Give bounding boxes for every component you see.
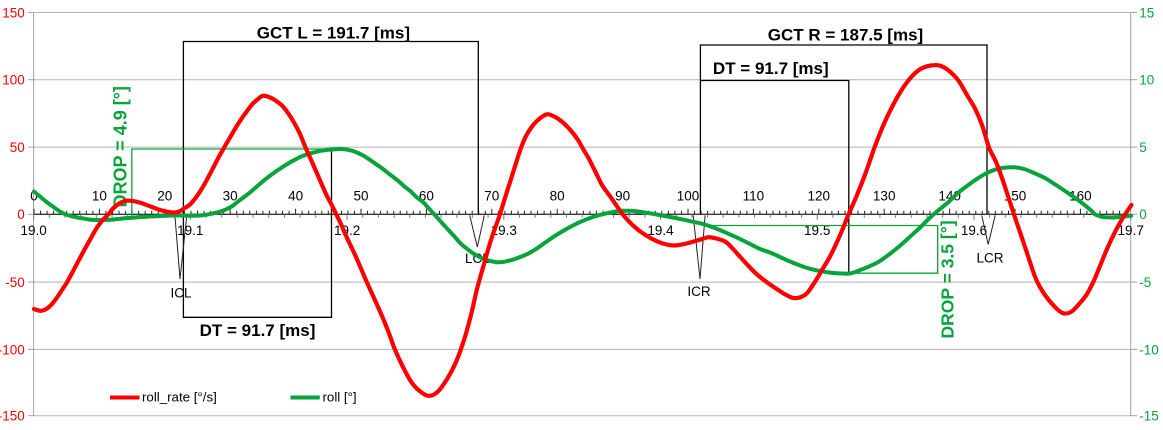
svg-text:DT = 91.7 [ms]: DT = 91.7 [ms] <box>713 59 829 78</box>
svg-text:100: 100 <box>677 188 700 203</box>
svg-text:150: 150 <box>2 5 25 20</box>
svg-text:DT = 91.7 [ms]: DT = 91.7 [ms] <box>200 321 316 340</box>
svg-text:130: 130 <box>873 188 896 203</box>
svg-text:100: 100 <box>2 73 25 88</box>
svg-text:120: 120 <box>808 188 831 203</box>
svg-text:90: 90 <box>615 188 630 203</box>
svg-text:20: 20 <box>157 188 172 203</box>
svg-text:-150: -150 <box>0 409 25 424</box>
svg-text:DROP = 3.5 [°]: DROP = 3.5 [°] <box>938 220 958 338</box>
svg-text:0: 0 <box>17 207 25 222</box>
svg-text:50: 50 <box>10 140 25 155</box>
svg-text:-100: -100 <box>0 342 25 357</box>
svg-text:DROP = 4.9 [°]: DROP = 4.9 [°] <box>110 86 130 207</box>
svg-text:5: 5 <box>1139 140 1147 155</box>
svg-text:110: 110 <box>743 188 765 203</box>
svg-text:19.4: 19.4 <box>647 223 674 238</box>
svg-text:-10: -10 <box>1139 342 1159 357</box>
svg-text:70: 70 <box>484 188 499 203</box>
svg-text:140: 140 <box>938 188 961 203</box>
svg-text:15: 15 <box>1139 5 1154 20</box>
svg-text:0: 0 <box>1139 207 1147 222</box>
svg-text:GCT R = 187.5 [ms]: GCT R = 187.5 [ms] <box>768 25 923 44</box>
svg-text:50: 50 <box>353 188 368 203</box>
svg-text:10: 10 <box>1139 73 1154 88</box>
svg-text:30: 30 <box>223 188 238 203</box>
svg-text:-15: -15 <box>1139 409 1159 424</box>
svg-text:roll_rate [°/s]: roll_rate [°/s] <box>142 390 217 405</box>
svg-text:GCT L = 191.7 [ms]: GCT L = 191.7 [ms] <box>257 24 410 43</box>
svg-text:LCR: LCR <box>976 251 1003 266</box>
svg-text:19.0: 19.0 <box>20 223 46 238</box>
svg-text:ICR: ICR <box>687 284 711 299</box>
svg-text:10: 10 <box>92 188 107 203</box>
svg-text:40: 40 <box>288 188 303 203</box>
svg-text:0: 0 <box>30 188 38 203</box>
svg-text:19.6: 19.6 <box>961 223 987 238</box>
svg-text:19.7: 19.7 <box>1118 223 1144 238</box>
svg-text:roll [°]: roll [°] <box>323 390 357 405</box>
svg-text:19.1: 19.1 <box>177 223 203 238</box>
svg-text:-50: -50 <box>5 275 25 290</box>
svg-text:80: 80 <box>550 188 565 203</box>
svg-text:ICL: ICL <box>170 286 192 301</box>
svg-text:-5: -5 <box>1139 275 1151 290</box>
svg-text:19.5: 19.5 <box>804 223 830 238</box>
